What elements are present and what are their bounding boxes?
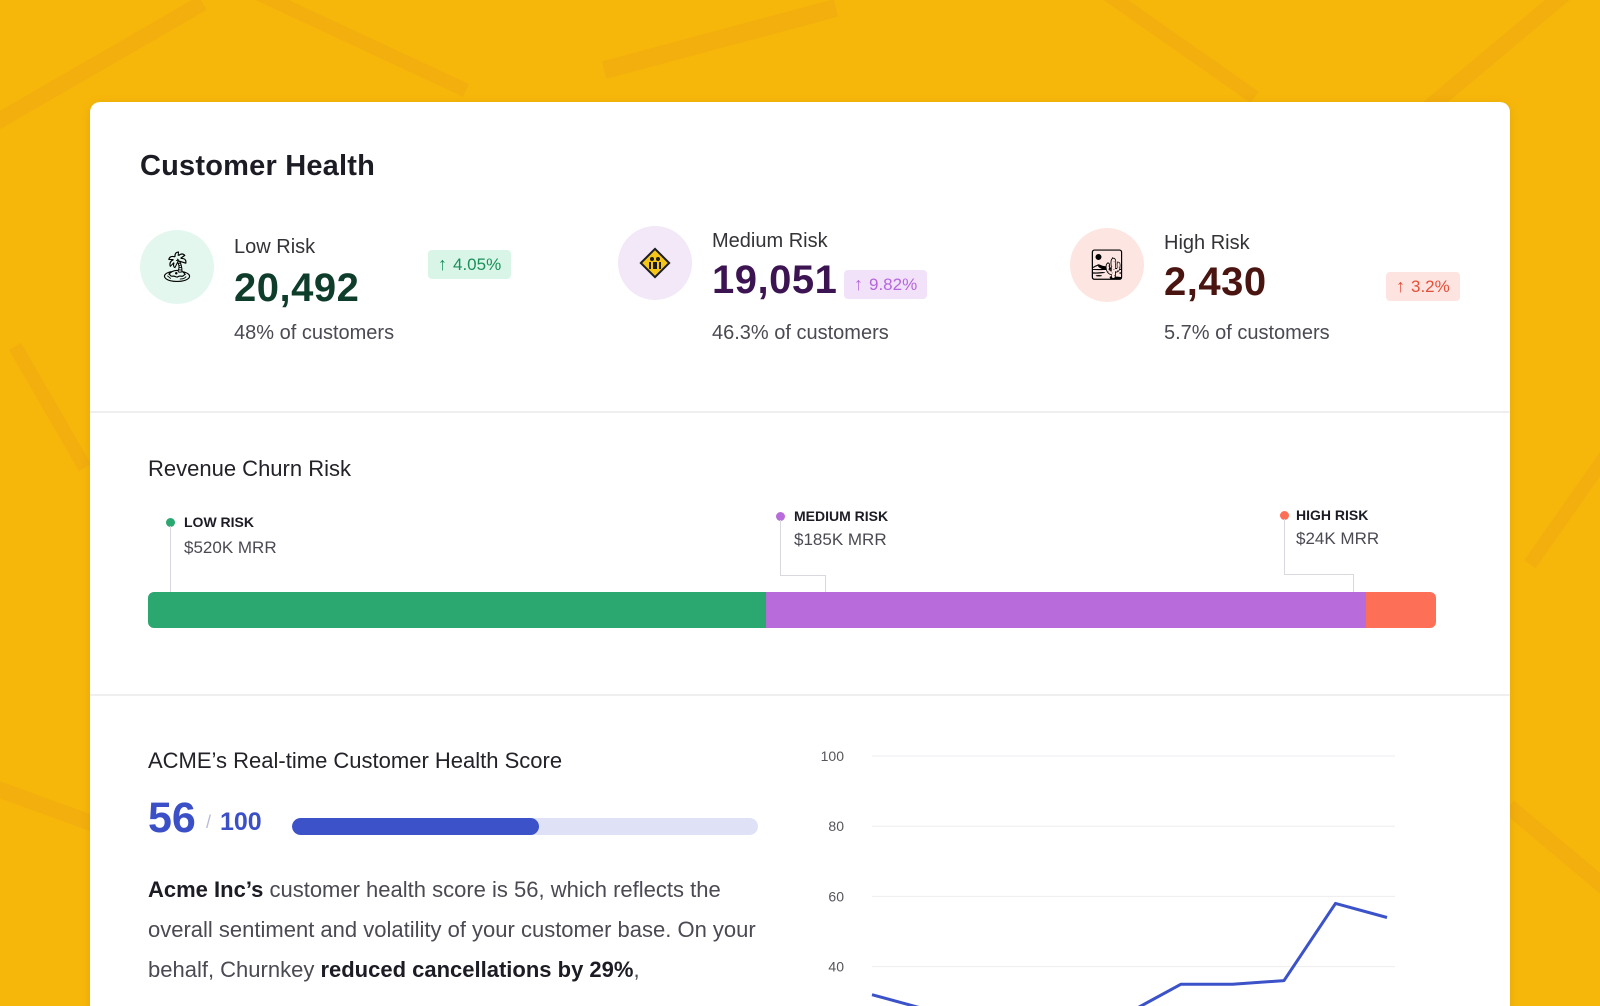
section-divider	[90, 411, 1510, 413]
y-tick-label: 100	[821, 748, 845, 764]
change-badge: ↑ 9.82%	[844, 270, 928, 299]
desert-icon: 🏜	[1070, 228, 1144, 302]
churn-segment-medium-risk	[766, 592, 1367, 628]
desc-text: customer health score is 56, which refle…	[148, 877, 756, 982]
health-score-chart: 100 80 60 40	[821, 748, 1395, 1006]
marker-label: HIGH RISK	[1296, 507, 1369, 523]
stat-share: 5.7% of customers	[1164, 322, 1330, 344]
y-tick-label: 60	[828, 888, 844, 904]
marker-mrr: $24K MRR	[1296, 529, 1380, 548]
stat-medium-risk: Medium Risk 19,051 ↑ 9.82% 46.3% of cust…	[618, 226, 1018, 350]
desc-text-end: ,	[633, 957, 640, 982]
leader-line	[825, 575, 826, 595]
leader-line	[170, 526, 171, 594]
stat-share: 48% of customers	[234, 322, 395, 344]
leader-line	[1353, 574, 1354, 594]
change-badge: ↑ 4.05%	[428, 250, 512, 279]
stat-value: 19,051	[712, 258, 838, 302]
change-value: 4.05%	[453, 254, 502, 274]
series-line	[871, 901, 1388, 1006]
leader-line	[1284, 519, 1354, 575]
status-dot	[776, 512, 785, 521]
stat-label: High Risk	[1164, 232, 1250, 254]
stat-label: Medium Risk	[712, 230, 828, 252]
section-divider	[90, 694, 1510, 696]
customer-health-card: Customer Health 🏝 Low Risk 20,492 ↑ 4.05…	[90, 102, 1510, 1006]
score-separator: /	[206, 812, 212, 832]
health-score-fill	[292, 818, 539, 835]
churn-risk-bar	[148, 592, 1436, 628]
stat-label: Low Risk	[234, 236, 316, 258]
marker-mrr: $520K MRR	[184, 538, 277, 557]
health-score-value: 56	[148, 794, 196, 842]
health-score-title: ACME’s Real-time Customer Health Score	[148, 748, 563, 773]
stat-low-risk: 🏝 Low Risk 20,492 ↑ 4.05% 48% of custome…	[140, 230, 540, 350]
churn-segment-high-risk	[1366, 592, 1436, 628]
arrow-up-icon: ↑	[1396, 276, 1405, 296]
churn-section-title: Revenue Churn Risk	[148, 456, 351, 481]
leader-line	[780, 520, 826, 576]
y-tick-label: 40	[828, 959, 844, 975]
marker-mrr: $185K MRR	[794, 530, 887, 549]
health-score-bar	[292, 818, 758, 835]
churn-segment-low-risk	[148, 592, 767, 628]
stat-value: 2,430	[1164, 260, 1267, 304]
arrow-up-icon: ↑	[854, 274, 863, 294]
change-value: 9.82%	[869, 274, 918, 294]
health-score-max: 100	[220, 808, 262, 836]
desc-highlight: reduced cancellations by 29%	[320, 957, 634, 982]
stat-value: 20,492	[234, 266, 360, 310]
status-dot	[166, 518, 175, 527]
change-badge: ↑ 3.2%	[1386, 272, 1460, 301]
marker-label: MEDIUM RISK	[794, 508, 889, 524]
warning-sign-icon	[618, 226, 692, 300]
status-dot	[1280, 511, 1289, 520]
y-tick-label: 80	[828, 818, 844, 834]
stat-share: 46.3% of customers	[712, 322, 889, 344]
change-value: 3.2%	[1411, 276, 1450, 296]
health-description: Acme Inc’s customer health score is 56, …	[148, 870, 768, 990]
arrow-up-icon: ↑	[438, 254, 447, 274]
palm-island-icon: 🏝	[140, 230, 214, 304]
page-title: Customer Health	[140, 150, 376, 182]
marker-label: LOW RISK	[184, 514, 254, 530]
stat-high-risk: 🏜 High Risk 2,430 ↑ 3.2% 5.7% of custome…	[1070, 228, 1470, 350]
company-name: Acme Inc’s	[148, 877, 264, 902]
